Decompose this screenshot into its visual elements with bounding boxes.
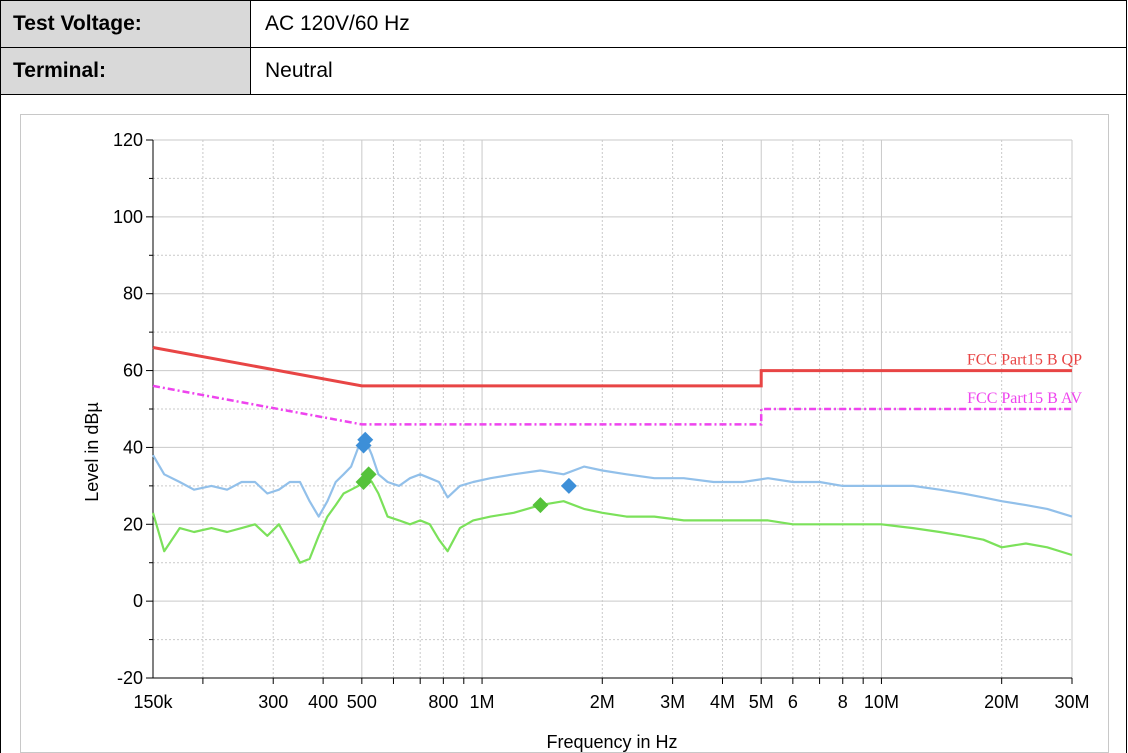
- x-tick-label: 3M: [660, 692, 685, 712]
- limit-line-2: [152, 384, 1072, 426]
- y-tick-label: 0: [133, 591, 143, 611]
- y-tick-label: 40: [123, 437, 143, 457]
- y-ticks: -20 0 20 40 60 80 100 120: [113, 130, 153, 688]
- terminal-row: Terminal: Neutral: [0, 47, 1127, 95]
- test-voltage-value: AC 120V/60 Hz: [265, 12, 410, 35]
- y-tick-label: 120: [113, 130, 143, 150]
- x-tick-label: 20M: [984, 692, 1019, 712]
- x-tick-label: 4M: [710, 692, 735, 712]
- limit-line-label: FCC Part15 B QP: [967, 352, 1082, 369]
- limit-lines: FCC Part15 B QP FCC Part15 B AV: [152, 346, 1082, 426]
- peak-marker: [532, 497, 549, 514]
- series-line-1: [152, 438, 1073, 518]
- x-tick-label: 150k: [133, 692, 173, 712]
- limit-line-label: FCC Part15 B AV: [967, 390, 1082, 407]
- x-tick-label: 30M: [1054, 692, 1089, 712]
- test-voltage-label: Test Voltage:: [1, 1, 251, 47]
- x-tick-label: 300: [258, 692, 288, 712]
- markers: [355, 431, 577, 514]
- x-tick-label: 5M: [749, 692, 774, 712]
- x-tick-label: 2M: [590, 692, 615, 712]
- x-tick-label: 400: [308, 692, 338, 712]
- x-tick-label: 8: [838, 692, 848, 712]
- y-tick-label: 60: [123, 361, 143, 381]
- y-tick-label: 20: [123, 514, 143, 534]
- x-tick-label: 800: [428, 692, 458, 712]
- series: [151, 438, 1073, 564]
- peak-marker: [355, 437, 372, 454]
- peak-marker: [560, 477, 577, 494]
- x-tick-label: 1M: [470, 692, 495, 712]
- chart-cell: [0, 94, 1127, 753]
- y-tick-label: 80: [123, 284, 143, 304]
- x-ticks: 150k 300 400 500 800 1M 2M 3M 4M 5M 6 8 10M 20M 30M: [133, 678, 1090, 712]
- x-axis-label: Frequency in Hz: [546, 732, 677, 752]
- peak-marker: [355, 474, 372, 491]
- x-tick-label: 500: [347, 692, 377, 712]
- y-tick-label: -20: [117, 668, 143, 688]
- y-tick-label: 100: [113, 207, 143, 227]
- y-axis-label: Level in dBµ: [82, 402, 102, 501]
- terminal-value: Neutral: [265, 59, 333, 82]
- terminal-label: Terminal:: [1, 48, 251, 94]
- limit-line-1: [152, 346, 1072, 388]
- x-tick-label: 6: [788, 692, 798, 712]
- x-tick-label: 10M: [864, 692, 899, 712]
- series-line-2: [151, 473, 1073, 564]
